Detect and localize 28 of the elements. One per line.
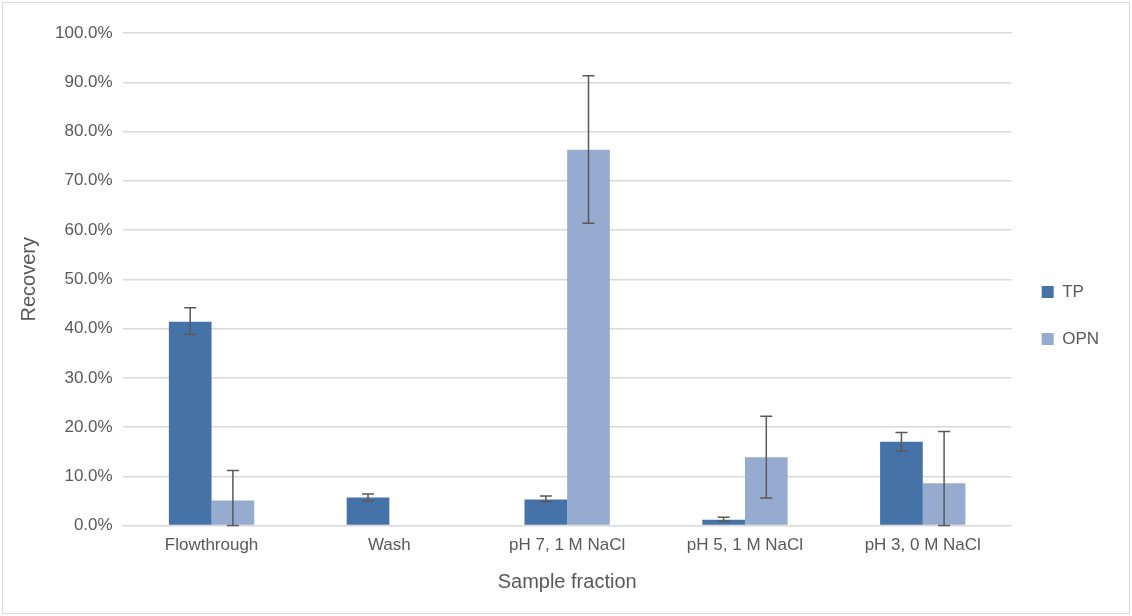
- y-tick-label: 80.0%: [64, 121, 113, 141]
- x-tick-label: pH 7, 1 M NaCl: [509, 535, 626, 555]
- y-tick-label: 10.0%: [64, 466, 113, 486]
- bar: [524, 499, 568, 525]
- bar: [922, 483, 966, 525]
- bar: [880, 441, 923, 525]
- y-tick-label: 60.0%: [64, 219, 113, 239]
- y-tick-label: 50.0%: [64, 268, 113, 288]
- x-axis-title: Sample fraction: [497, 569, 637, 592]
- y-tick-label: 70.0%: [64, 170, 113, 190]
- x-tick-label: Wash: [367, 535, 411, 555]
- y-tick-label: 30.0%: [64, 367, 113, 387]
- y-tick-label: 90.0%: [64, 71, 113, 91]
- bar: [168, 321, 212, 525]
- legend-label: OPN: [1062, 328, 1099, 348]
- x-tick-label: pH 3, 0 M NaCl: [864, 535, 981, 555]
- y-tick-label: 20.0%: [64, 416, 113, 436]
- bar: [346, 497, 390, 525]
- legend-label: TP: [1062, 281, 1084, 301]
- y-axis-title: Recovery: [16, 237, 39, 322]
- x-tick-label: Flowthrough: [164, 535, 259, 555]
- y-tick-label: 0.0%: [73, 515, 113, 535]
- bar: [744, 457, 788, 525]
- x-tick-label: pH 5, 1 M NaCl: [686, 535, 804, 555]
- y-tick-label: 100.0%: [54, 22, 113, 42]
- y-tick-label: 40.0%: [64, 318, 113, 338]
- bar: [211, 500, 255, 525]
- bar: [567, 149, 610, 525]
